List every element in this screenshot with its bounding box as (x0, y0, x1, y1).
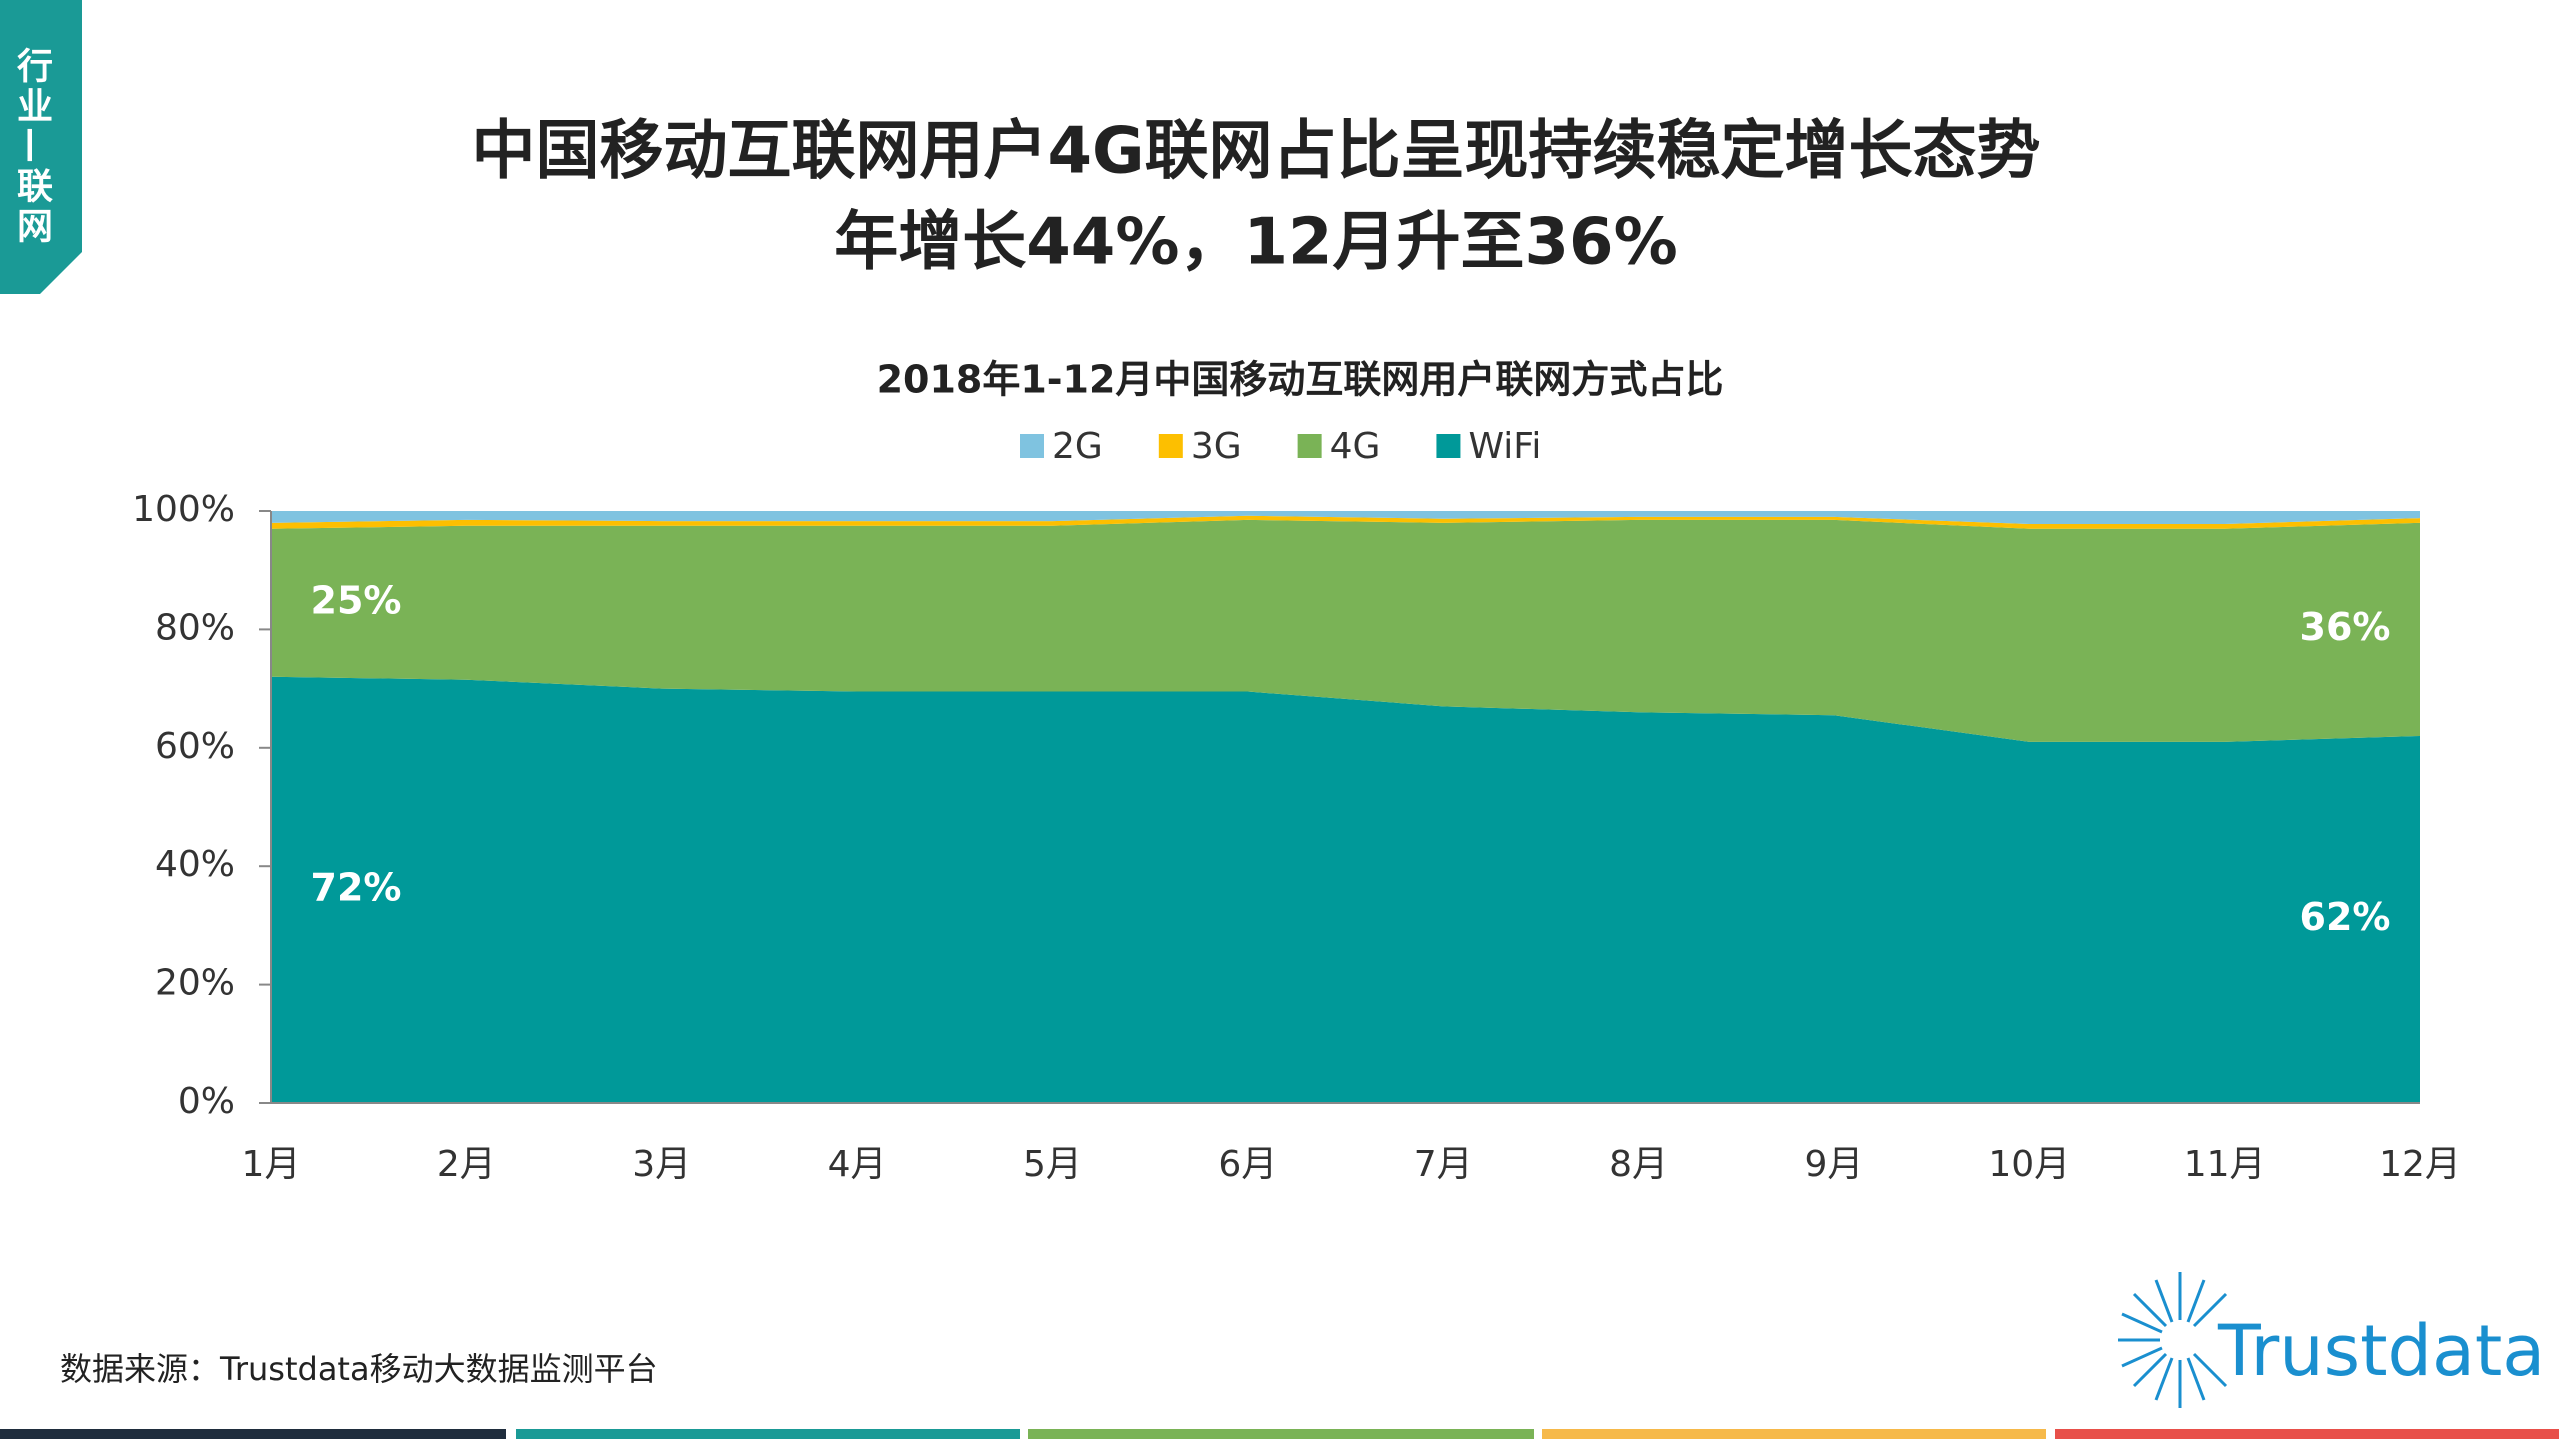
x-tick-label: 7月 (1414, 1144, 1473, 1185)
section-tab (0, 0, 82, 294)
footer-bar (1028, 1429, 1534, 1439)
x-tick-label: 6月 (1218, 1144, 1277, 1185)
x-tick-label: 12月 (2379, 1144, 2461, 1185)
legend-label: WiFi (1468, 426, 1541, 467)
section-tab-label: 行业—联网 (11, 47, 53, 247)
data-label: 36% (2300, 605, 2391, 649)
legend-label: 4G (1330, 426, 1381, 467)
data-label: 25% (311, 578, 402, 622)
logo-text: Trustdata (2217, 1310, 2545, 1392)
page-subtitle: 年增长44%，12月升至36% (834, 206, 1677, 280)
x-tick-label: 2月 (437, 1144, 496, 1185)
footer-bar (1542, 1429, 2046, 1439)
footer-bar (0, 1429, 506, 1439)
x-tick-label: 4月 (828, 1144, 887, 1185)
legend-swatch (1297, 434, 1322, 458)
footer-bar (2055, 1429, 2559, 1439)
footer-bar (516, 1429, 1020, 1439)
y-tick-label: 0% (178, 1081, 235, 1122)
legend-swatch (1158, 434, 1183, 458)
data-label: 62% (2300, 895, 2391, 939)
legend-swatch (1436, 434, 1461, 458)
y-tick-label: 60% (155, 726, 235, 767)
legend-swatch (1020, 434, 1044, 458)
x-tick-label: 5月 (1023, 1144, 1082, 1185)
y-tick-label: 20% (155, 963, 235, 1004)
y-tick-label: 100% (132, 489, 235, 530)
area (271, 676, 2420, 1103)
y-tick-label: 40% (155, 844, 235, 885)
x-tick-label: 11月 (2184, 1144, 2266, 1185)
y-tick-label: 80% (155, 607, 235, 648)
x-tick-label: 10月 (1988, 1144, 2070, 1185)
x-tick-label: 3月 (632, 1144, 691, 1185)
x-tick-label: 8月 (1609, 1144, 1668, 1185)
legend-label: 3G (1191, 426, 1242, 467)
area (271, 511, 2420, 525)
data-label: 72% (311, 865, 402, 909)
page-title: 中国移动互联网用户4G联网占比呈现持续稳定增长态势 (471, 115, 2040, 189)
source-note: 数据来源：Trustdata移动大数据监测平台 (60, 1350, 658, 1388)
chart-title: 2018年1-12月中国移动互联网用户联网方式占比 (877, 358, 1724, 402)
x-tick-label: 9月 (1804, 1144, 1863, 1185)
logo (2118, 1272, 2228, 1408)
area (271, 515, 2420, 529)
x-tick-label: 1月 (242, 1144, 301, 1185)
area (271, 519, 2420, 742)
legend-label: 2G (1052, 426, 1103, 467)
